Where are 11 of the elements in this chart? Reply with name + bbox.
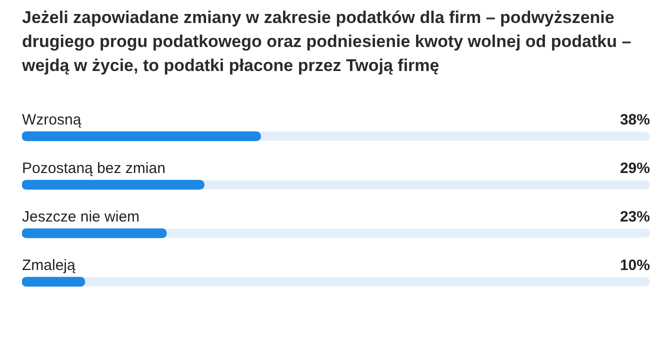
data-label: 10% (620, 256, 650, 274)
y-tick-label: Jeszcze nie wiem (22, 208, 140, 226)
chart-title: Jeżeli zapowiadane zmiany w zakresie podatków dla firm – podwyższenie drugiego progu podatkowego oraz podniesienie kwoty wolnej od podatku – wejdą w życie, to podatki płacone przez Twoją firmę (22, 7, 632, 77)
y-tick-label: Zmaleją (22, 256, 76, 274)
bar (22, 276, 86, 287)
data-label: 38% (620, 111, 650, 128)
data-label: 23% (620, 208, 650, 226)
data-label: 29% (620, 160, 650, 177)
bar (22, 228, 167, 238)
y-tick-label: Wzrosną (22, 111, 82, 128)
y-tick-label: Pozostaną bez zmian (22, 160, 166, 177)
